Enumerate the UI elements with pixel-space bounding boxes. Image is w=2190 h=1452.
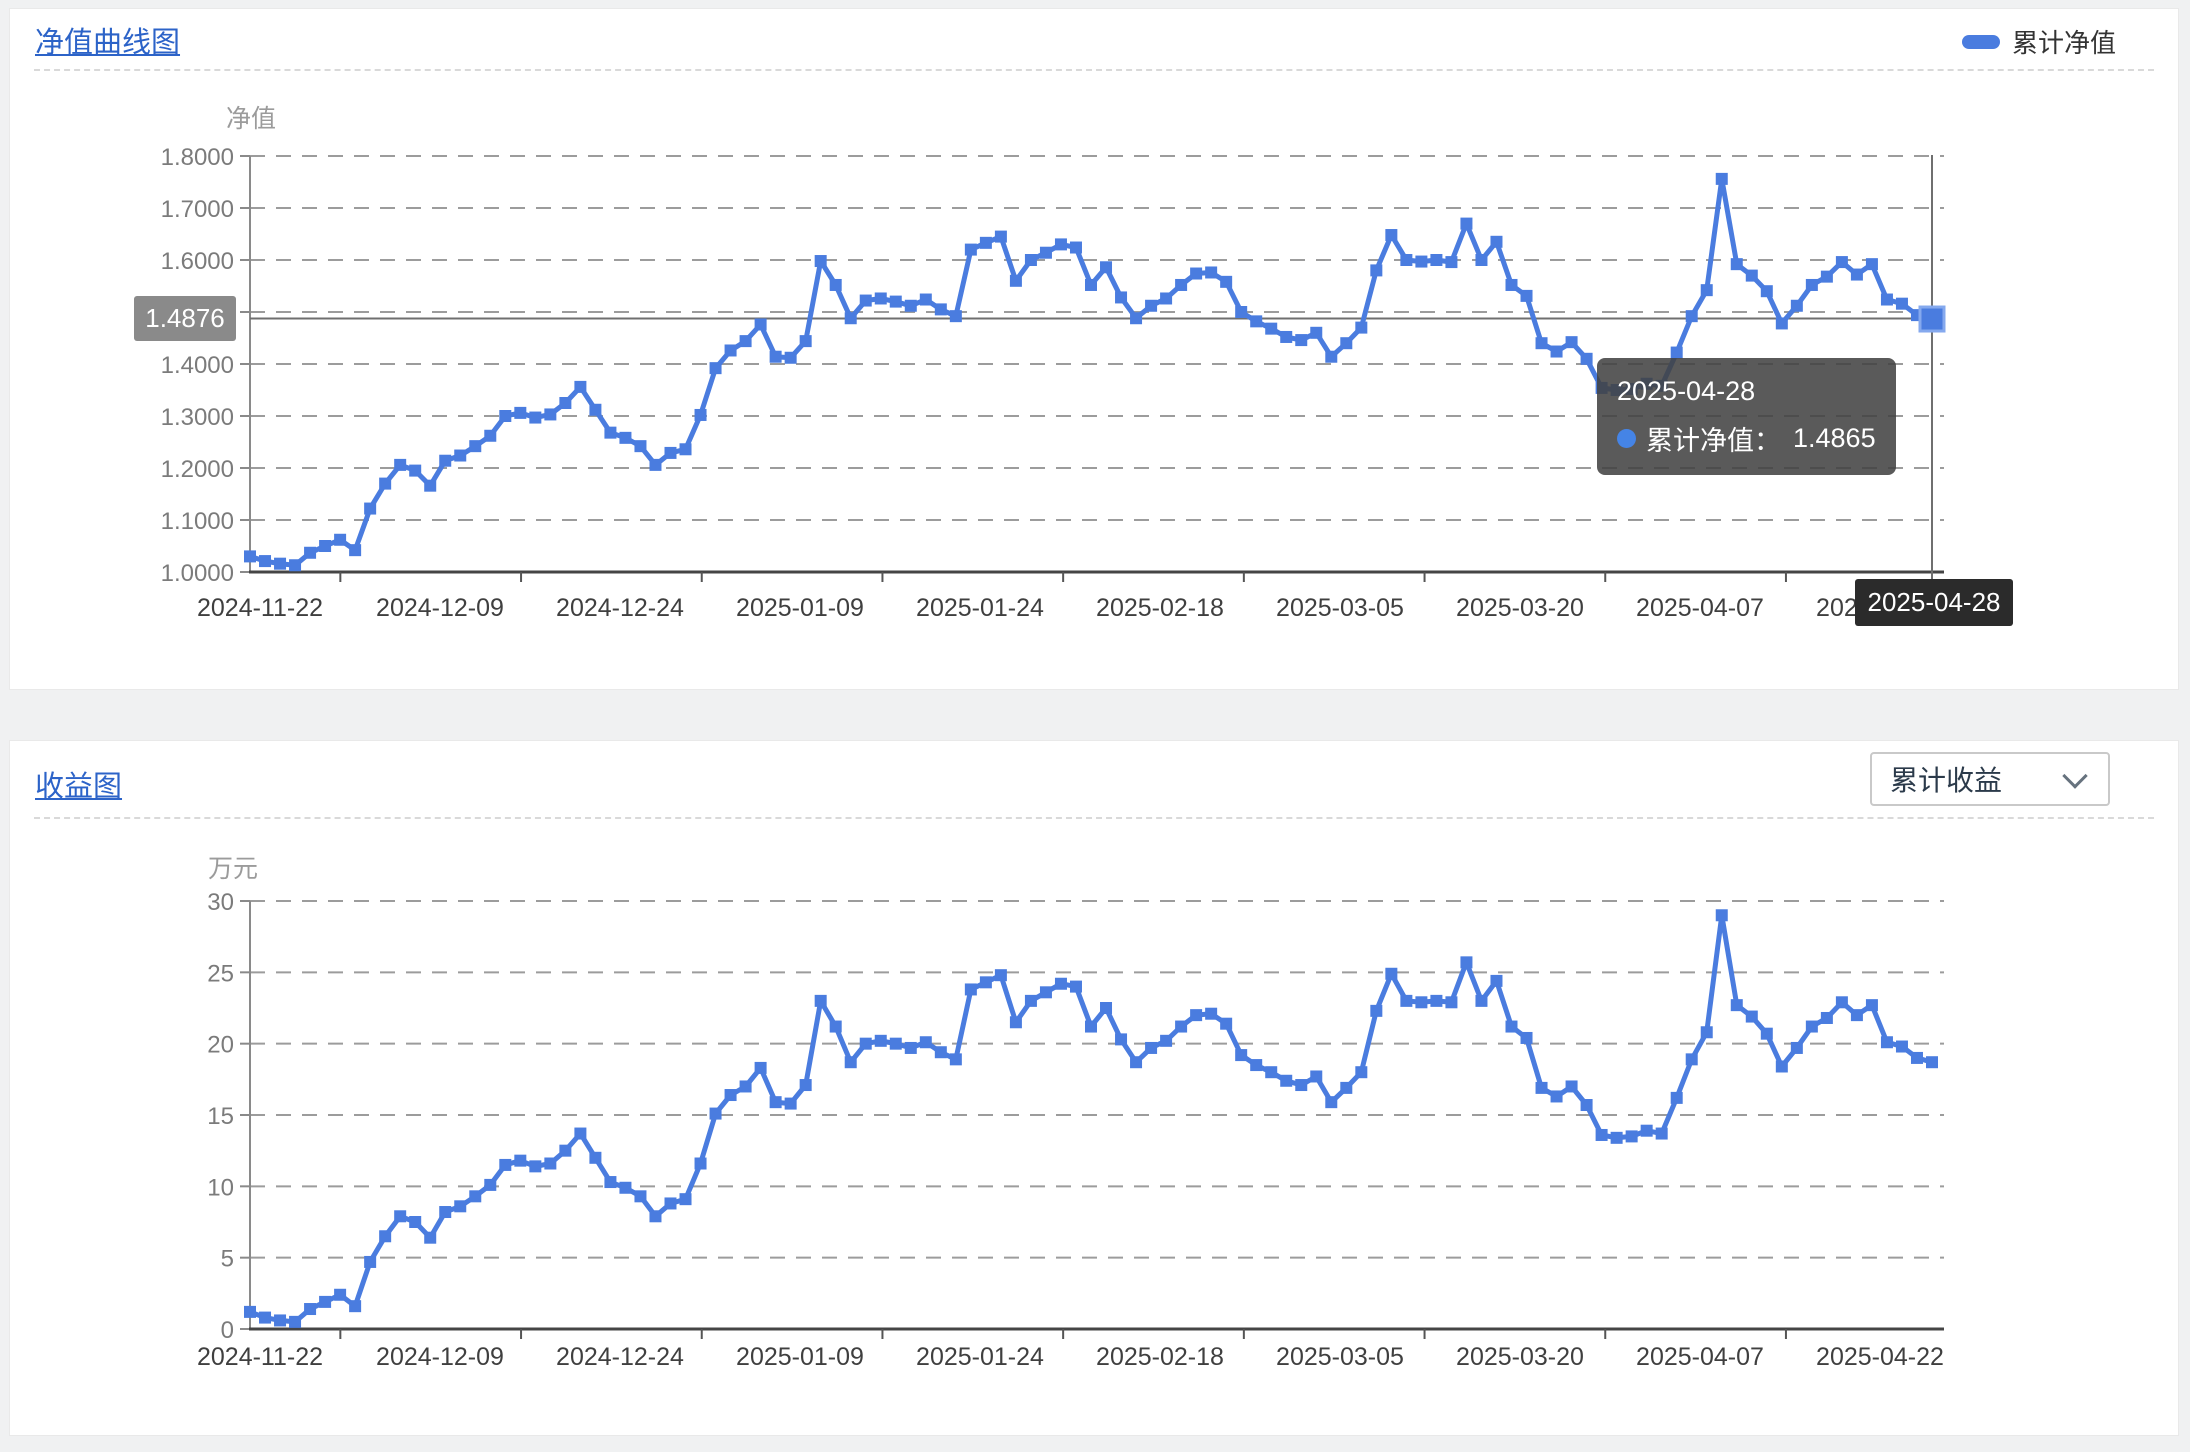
- svg-text:1.6000: 1.6000: [161, 248, 234, 275]
- profit-chart-title-link[interactable]: 收益图: [35, 771, 123, 803]
- svg-text:25: 25: [207, 960, 234, 987]
- svg-text:2025-02-18: 2025-02-18: [1096, 1343, 1224, 1371]
- svg-text:2024-12-24: 2024-12-24: [556, 594, 684, 622]
- svg-text:2025-01-09: 2025-01-09: [736, 1343, 864, 1371]
- grid: 30 25 20 15 10 5 0: [207, 889, 1944, 1344]
- svg-text:2025-03-05: 2025-03-05: [1276, 594, 1404, 622]
- svg-text:1.4000: 1.4000: [161, 352, 234, 379]
- series-markers[interactable]: [244, 172, 1946, 572]
- series-line: [247, 912, 1935, 1325]
- profit-chart-panel: 收益图 累计收益 万元 30 25 20 15 10 5 0 2024-11-22 2024-1…: [9, 740, 2179, 1436]
- tooltip-date: 2025-04-28: [1617, 376, 1756, 406]
- svg-text:1.1000: 1.1000: [161, 508, 234, 535]
- profit-type-selected-value: 累计收益: [1890, 765, 2003, 796]
- svg-text:10: 10: [207, 1174, 234, 1201]
- svg-text:2025-01-24: 2025-01-24: [916, 594, 1044, 622]
- svg-text:2024-12-09: 2024-12-09: [376, 594, 504, 622]
- highlighted-point[interactable]: [1918, 305, 1946, 333]
- svg-text:1.8000: 1.8000: [161, 144, 234, 171]
- svg-text:20: 20: [207, 1032, 234, 1059]
- nav-chart-title-link[interactable]: 净值曲线图: [35, 27, 181, 59]
- nav-y-axis-title: 净值: [226, 105, 277, 133]
- svg-text:1.0000: 1.0000: [161, 560, 234, 587]
- svg-text:2024-11-22: 2024-11-22: [197, 1343, 323, 1371]
- x-axis-pointer-badge: 2025-04-28: [1855, 579, 2013, 626]
- legend-cumulative-nav[interactable]: 累计净值: [1962, 23, 2116, 60]
- svg-text:2025-01-24: 2025-01-24: [916, 1343, 1044, 1371]
- svg-text:30: 30: [207, 889, 234, 916]
- svg-text:5: 5: [221, 1246, 234, 1273]
- y-axis-pointer-badge: 1.4876: [134, 296, 236, 341]
- tooltip-series-value: 1.4865: [1793, 423, 1876, 453]
- svg-text:2024-12-24: 2024-12-24: [556, 1343, 684, 1371]
- legend-swatch-icon: [1962, 34, 2000, 49]
- legend-label: 累计净值: [2012, 28, 2117, 58]
- svg-text:15: 15: [207, 1103, 234, 1130]
- svg-text:1.3000: 1.3000: [161, 404, 234, 431]
- svg-text:2024-12-09: 2024-12-09: [376, 1343, 504, 1371]
- series-markers[interactable]: [244, 909, 1938, 1328]
- svg-text:2025-02-18: 2025-02-18: [1096, 594, 1224, 622]
- tooltip-series-dot-icon: [1617, 429, 1636, 448]
- svg-text:2025-03-20: 2025-03-20: [1456, 1343, 1584, 1371]
- profit-type-select[interactable]: 累计收益: [1870, 752, 2110, 806]
- svg-text:1.2000: 1.2000: [161, 456, 234, 483]
- header-separator: [34, 69, 2154, 71]
- header-separator: [34, 817, 2154, 819]
- tooltip-series-label: 累计净值：: [1646, 426, 1781, 456]
- svg-text:2025-01-09: 2025-01-09: [736, 594, 864, 622]
- svg-text:2025-03-05: 2025-03-05: [1276, 1343, 1404, 1371]
- svg-text:0: 0: [221, 1317, 234, 1344]
- svg-text:2025-04-22: 2025-04-22: [1816, 1343, 1944, 1371]
- nav-chart-svg[interactable]: 1.80001.70001.60001.50001.40001.30001.20…: [10, 9, 2178, 689]
- svg-text:2025-04-07: 2025-04-07: [1636, 1343, 1764, 1371]
- svg-text:2025-04-07: 2025-04-07: [1636, 594, 1764, 622]
- svg-text:2025-03-20: 2025-03-20: [1456, 594, 1584, 622]
- svg-text:2024-11-22: 2024-11-22: [197, 594, 323, 622]
- chart-tooltip: 2025-04-28 累计净值： 1.4865: [1597, 358, 1896, 475]
- chevron-down-icon: [2062, 762, 2088, 789]
- nav-chart-panel: 净值曲线图 累计净值 净值 1.80001.70001.60001.50001.…: [9, 8, 2179, 690]
- svg-text:1.7000: 1.7000: [161, 196, 234, 223]
- profit-y-axis-title: 万元: [208, 855, 259, 883]
